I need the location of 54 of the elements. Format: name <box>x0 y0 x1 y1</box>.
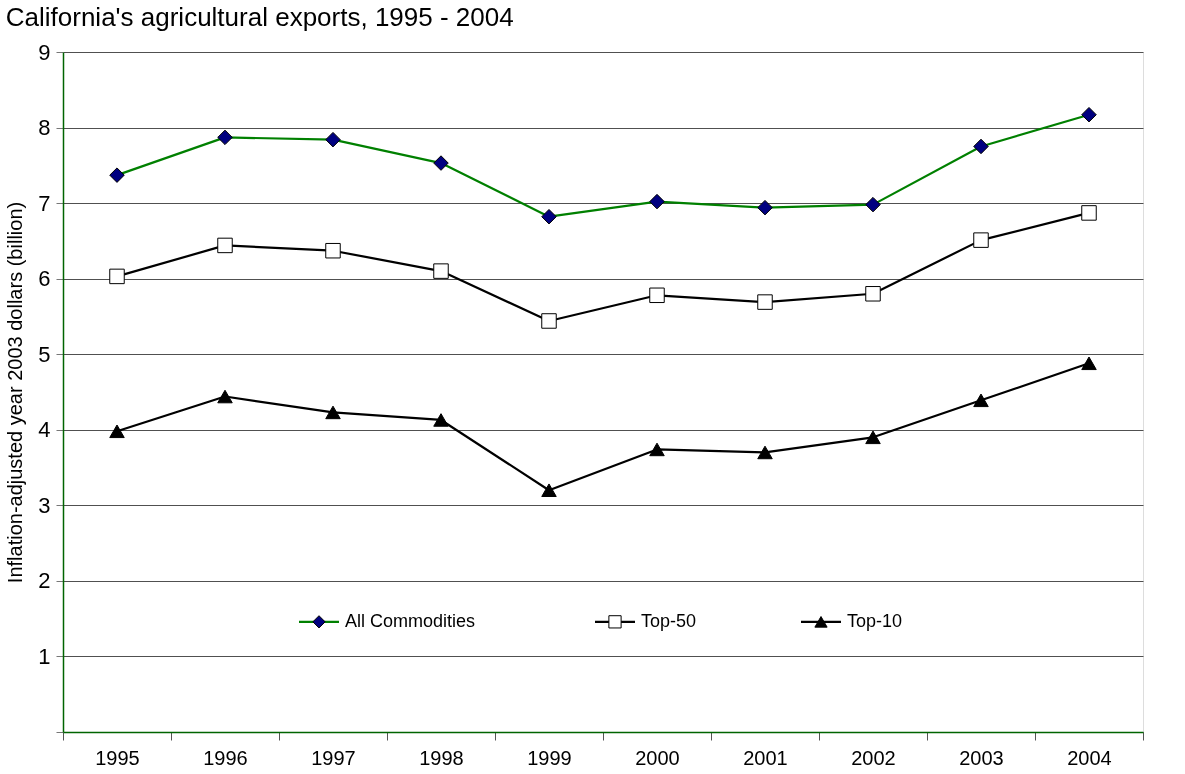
point <box>217 129 233 146</box>
point <box>973 393 989 408</box>
x-tick-label: 2000 <box>635 746 680 769</box>
point <box>541 208 557 225</box>
x-tick-label: 1995 <box>95 746 140 769</box>
point <box>865 286 881 302</box>
point <box>109 424 125 439</box>
point <box>433 155 449 171</box>
y-tick-label: 1 <box>38 643 51 669</box>
point <box>973 232 989 248</box>
point <box>649 287 665 304</box>
x-tick-label: 2004 <box>1067 746 1112 769</box>
point <box>865 196 881 213</box>
point <box>217 389 233 404</box>
point <box>1081 356 1097 371</box>
y-tick-label: 2 <box>38 568 51 594</box>
point <box>325 405 341 420</box>
point <box>109 167 125 183</box>
y-tick-label: 3 <box>38 492 51 518</box>
x-tick-label: 2001 <box>743 746 788 769</box>
point <box>649 193 665 210</box>
legend-label: All Commodities <box>345 610 476 631</box>
x-tick-label: 2002 <box>851 746 896 769</box>
point <box>757 199 773 216</box>
chart-title: California's agricultural exports, 1995 - 2004 <box>5 2 514 32</box>
y-tick-label: 4 <box>38 417 51 443</box>
x-tick-label: 1999 <box>527 746 572 769</box>
legend-label: Top-10 <box>847 610 903 631</box>
point <box>109 268 125 285</box>
legend-label: Top-50 <box>641 610 697 631</box>
point <box>433 263 449 279</box>
x-tick-label: 1998 <box>419 746 464 769</box>
point <box>433 413 449 427</box>
y-tick-label: 7 <box>38 190 51 216</box>
point <box>325 131 341 148</box>
point <box>649 442 665 457</box>
point <box>973 138 989 155</box>
point <box>541 313 557 329</box>
y-tick-label: 9 <box>38 39 51 65</box>
x-tick-label: 1997 <box>311 746 356 769</box>
point <box>1081 106 1097 123</box>
y-tick-label: 6 <box>38 266 51 292</box>
point <box>541 483 557 497</box>
x-tick-label: 2003 <box>959 746 1004 769</box>
point <box>217 237 233 254</box>
x-tick-label: 1996 <box>203 746 248 769</box>
point <box>757 294 773 310</box>
point <box>1081 205 1097 221</box>
point <box>757 445 773 460</box>
point <box>325 242 341 259</box>
point <box>865 430 881 445</box>
y-tick-label: 5 <box>38 341 51 367</box>
y-axis-title: Inflation-adjusted year 2003 dollars (billion) <box>4 201 27 584</box>
y-tick-label: 8 <box>38 115 51 141</box>
